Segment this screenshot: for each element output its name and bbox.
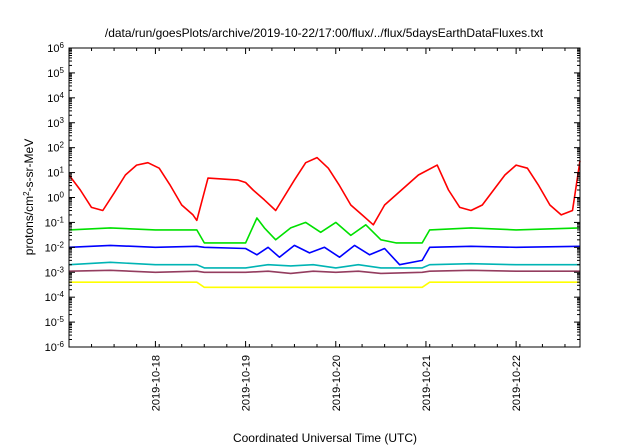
y-axis-label: protons/cm2-s-sr-MeV: [22, 139, 37, 255]
y-tick-label: 103: [47, 115, 64, 130]
y-tick-label: 102: [47, 140, 64, 155]
series-line-5: [68, 269, 580, 275]
x-axis: 2019-10-18 2019-10-19 2019-10-20 2019-10-21…: [68, 48, 566, 411]
series-line-2: [68, 217, 581, 244]
y-tick-label: 10-5: [45, 315, 65, 330]
chart-title: /data/run/goesPlots/archive/2019-10-22/1…: [105, 26, 544, 40]
y-axis: 10-6 10-5 10-4 10-3 10-2 10-1 100 101 102 103 104 1…: [45, 41, 580, 355]
y-tick-label: 10-1: [45, 215, 65, 230]
series-layer: [68, 156, 581, 289]
series-line-6: [69, 281, 580, 289]
series-line-3: [68, 244, 581, 266]
y-tick-label: 105: [47, 65, 64, 80]
y-tick-label: 10-2: [45, 240, 65, 255]
y-tick-label: 104: [47, 90, 64, 105]
x-tick-label: 2019-10-22: [511, 355, 523, 411]
y-tick-label: 100: [47, 190, 64, 205]
y-tick-label: 106: [47, 41, 64, 56]
y-axis-label-base: protons/cm: [22, 196, 36, 255]
y-tick-label: 10-6: [45, 340, 65, 355]
x-tick-label: 2019-10-21: [421, 355, 433, 411]
y-tick-label: 101: [47, 165, 64, 180]
plot-frame: [68, 47, 581, 348]
y-axis-label-sup: 2: [22, 191, 31, 196]
x-axis-label: Coordinated Universal Time (UTC): [233, 431, 417, 445]
x-tick-label: 2019-10-18: [150, 355, 162, 411]
x-tick-label: 2019-10-19: [241, 355, 253, 411]
y-axis-label-rest: -s-sr-MeV: [22, 139, 36, 192]
y-tick-label: 10-3: [45, 265, 65, 280]
x-tick-label: 2019-10-20: [331, 355, 343, 411]
y-tick-label: 10-4: [45, 290, 65, 305]
series-line-1: [68, 156, 581, 226]
series-line-4: [68, 261, 580, 269]
